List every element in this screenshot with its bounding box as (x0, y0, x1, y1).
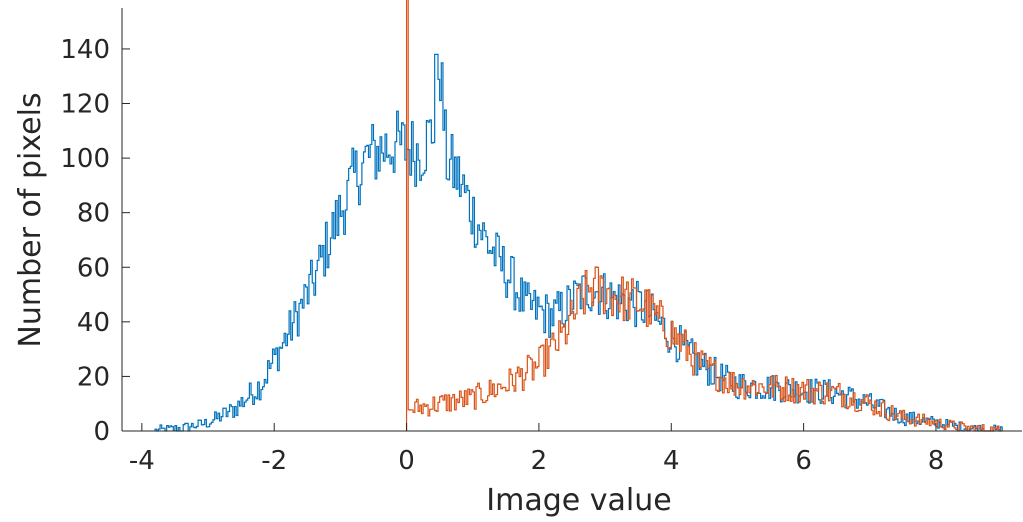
y-tick-label: 120 (60, 90, 110, 120)
x-axis: -4 -2 0 2 4 6 8 (122, 423, 1022, 476)
y-tick-label: 0 (93, 417, 110, 447)
y-tick-label: 80 (77, 199, 110, 229)
y-axis: 0 20 40 60 80 100 120 140 (60, 8, 130, 447)
y-tick-label: 140 (60, 35, 110, 65)
y-tick-label: 60 (77, 253, 110, 283)
histogram-series-1 (154, 53, 1003, 432)
x-tick-label: 2 (531, 446, 548, 476)
x-tick-label: -4 (129, 446, 155, 476)
x-tick-label: -2 (261, 446, 287, 476)
histogram-series-2 (405, 0, 1003, 432)
x-tick-label: 6 (795, 446, 812, 476)
x-tick-label: 4 (663, 446, 680, 476)
y-tick-label: 40 (77, 308, 110, 338)
x-tick-label: 8 (928, 446, 945, 476)
x-axis-title: Image value (486, 483, 671, 518)
y-tick-label: 20 (77, 362, 110, 392)
y-axis-title: Number of pixels (13, 92, 48, 347)
y-tick-label: 100 (60, 144, 110, 174)
plot-area (154, 0, 1003, 432)
x-tick-label: 0 (398, 446, 415, 476)
